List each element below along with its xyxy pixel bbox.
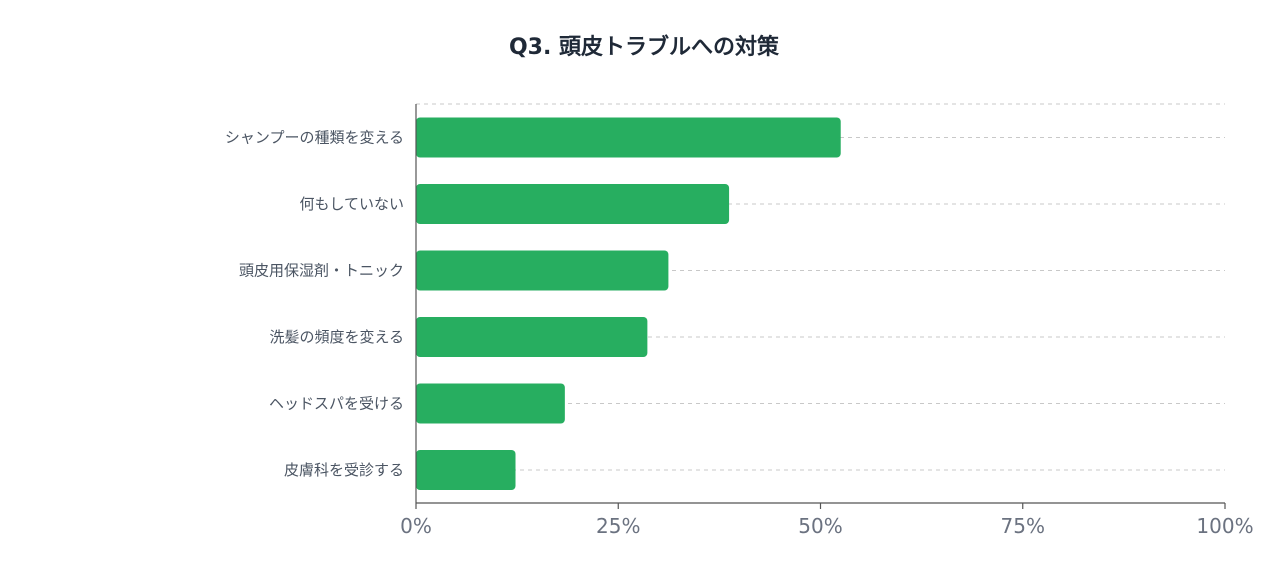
axes — [415, 104, 1226, 509]
category-label: シャンプーの種類を変える — [225, 129, 404, 147]
category-label: 洗髪の頻度を変える — [269, 328, 404, 346]
bar — [416, 383, 565, 424]
category-label: 何もしていない — [299, 195, 404, 213]
x-tick-label: 75% — [1001, 514, 1045, 538]
x-tick-label: 50% — [798, 514, 842, 538]
category-label: ヘッドスパを受ける — [269, 395, 404, 413]
bar — [416, 117, 841, 158]
bars — [416, 117, 841, 490]
bar — [416, 450, 516, 490]
gridlines — [416, 103, 1225, 471]
x-tick-label: 0% — [400, 514, 432, 538]
category-label: 皮膚科を受診する — [284, 461, 404, 479]
x-tick-labels: 0% 25% 50% 75% 100% — [400, 514, 1253, 538]
category-label: 頭皮用保湿剤・トニック — [239, 262, 404, 280]
bar — [416, 250, 669, 291]
x-tick-label: 25% — [596, 514, 640, 538]
bar — [416, 317, 648, 357]
category-labels: シャンプーの種類を変える何もしていない頭皮用保湿剤・トニック洗髪の頻度を変えるヘ… — [225, 129, 404, 480]
bar — [416, 184, 730, 224]
x-tick-label: 100% — [1196, 514, 1253, 538]
chart-title: Q3. 頭皮トラブルへの対策 — [509, 34, 780, 60]
